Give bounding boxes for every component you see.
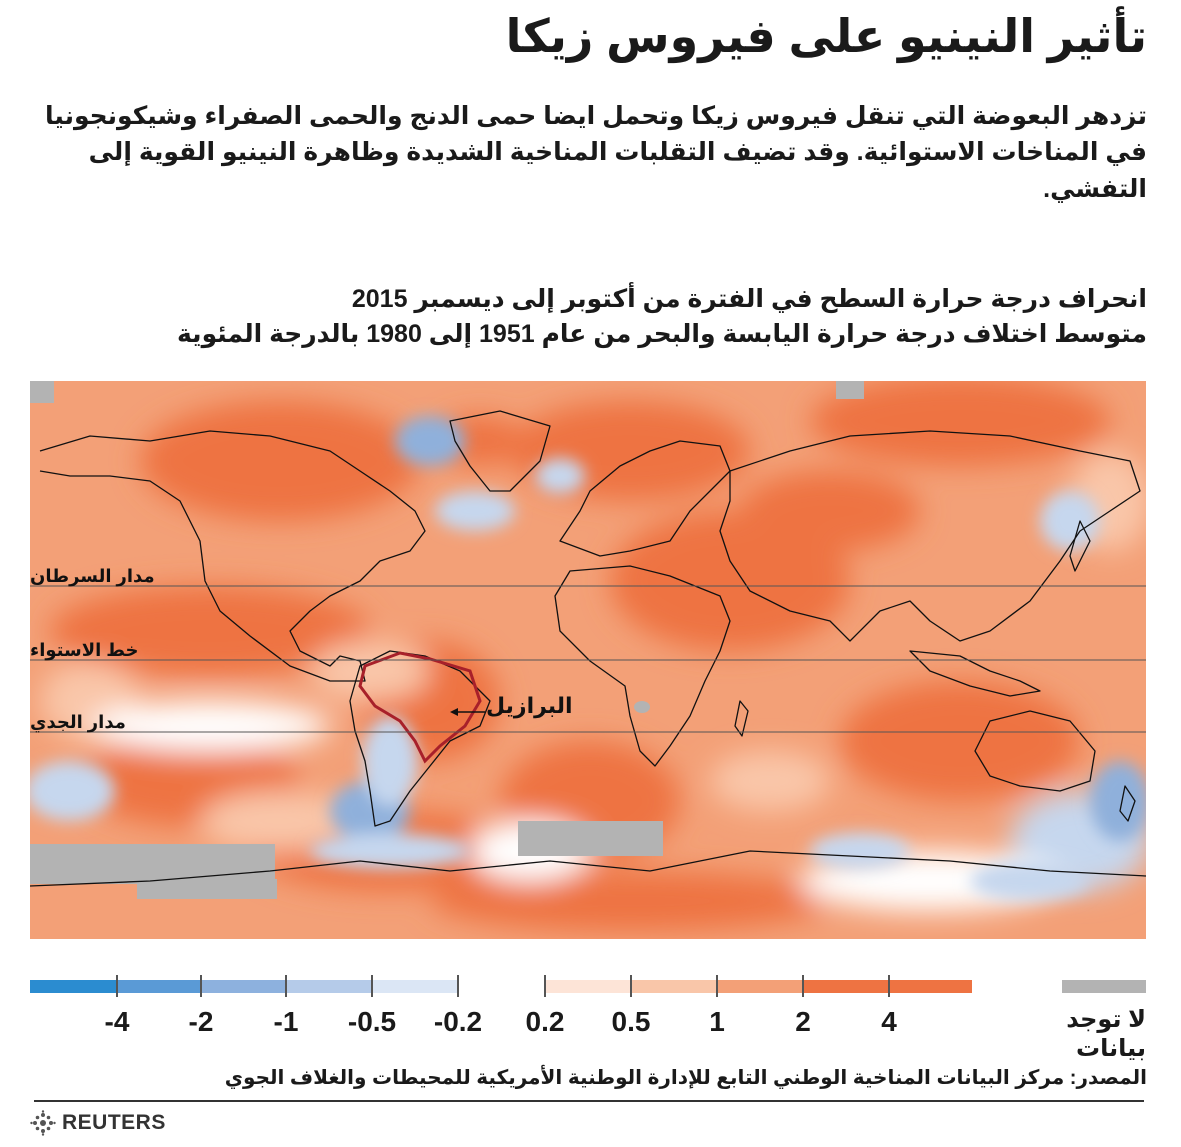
legend-tick-label: 0.2 bbox=[525, 1006, 565, 1037]
legend-tick bbox=[716, 975, 718, 997]
legend-tick bbox=[200, 975, 202, 997]
legend-tick bbox=[285, 975, 287, 997]
legend-tick-label: -0.5 bbox=[347, 1006, 397, 1037]
legend-swatch bbox=[545, 980, 631, 993]
legend-tick-label: -2 bbox=[188, 1006, 214, 1037]
coastlines bbox=[30, 410, 1146, 887]
legend-swatch bbox=[717, 980, 803, 993]
brazil-outline bbox=[358, 651, 482, 764]
reuters-dots-icon bbox=[30, 1110, 56, 1136]
tropic-cancer-label: مدار السرطان bbox=[30, 566, 155, 586]
legend-swatch bbox=[286, 980, 372, 993]
map-headline-line2: متوسط اختلاف درجة حرارة اليابسة والبحر م… bbox=[177, 320, 1147, 348]
no-data-swatch bbox=[1062, 980, 1146, 993]
legend-tick-label: 0.5 bbox=[611, 1006, 651, 1037]
legend-swatch bbox=[117, 980, 201, 993]
legend-tick bbox=[544, 975, 546, 997]
legend-swatch bbox=[30, 980, 117, 993]
no-data-label: لا توجد بيانات bbox=[1066, 1006, 1146, 1062]
legend-swatch bbox=[889, 980, 972, 993]
no-data-areas bbox=[30, 381, 864, 899]
legend-tick bbox=[630, 975, 632, 997]
legend-tick-label: 2 bbox=[795, 1006, 811, 1037]
footer-divider bbox=[34, 1100, 1144, 1102]
legend-tick bbox=[888, 975, 890, 997]
legend-swatch bbox=[803, 980, 889, 993]
legend-tick bbox=[116, 975, 118, 997]
tropic-capricorn-label: مدار الجدي bbox=[30, 712, 126, 732]
legend-tick bbox=[371, 975, 373, 997]
legend-swatch bbox=[372, 980, 458, 993]
legend-tick bbox=[457, 975, 459, 997]
reuters-logo: REUTERS bbox=[30, 1108, 166, 1138]
legend-swatch bbox=[631, 980, 717, 993]
legend-tick-label: -1 bbox=[273, 1006, 299, 1037]
brand-name: REUTERS bbox=[62, 1111, 166, 1134]
source-note: المصدر: مركز البيانات المناخية الوطني ال… bbox=[224, 1067, 1147, 1089]
map-headline: انحراف درجة حرارة السطح في الفترة من أكت… bbox=[37, 282, 1147, 352]
page-title: تأثير النينيو على فيروس زيكا bbox=[505, 10, 1147, 62]
legend-tick-label: -4 bbox=[104, 1006, 130, 1037]
intro-text: تزدهر البعوضة التي تنقل فيروس زيكا وتحمل… bbox=[44, 102, 1147, 203]
legend-swatch bbox=[201, 980, 286, 993]
legend-tick-label: 1 bbox=[709, 1006, 725, 1037]
cool-anomalies bbox=[30, 416, 1146, 901]
brazil-label: البرازيل bbox=[486, 693, 573, 718]
equator-label: خط الاستواء bbox=[30, 640, 139, 660]
map-svg bbox=[30, 381, 1146, 939]
legend-tick-label: 4 bbox=[881, 1006, 897, 1037]
color-legend: -4 -2 -1 -0.5 -0.2 0.2 0.5 1 2 4 لا توجد بيانات bbox=[0, 970, 1181, 1062]
legend-tick-label: -0.2 bbox=[433, 1006, 483, 1037]
map-headline-line1: انحراف درجة حرارة السطح في الفترة من أكت… bbox=[351, 285, 1147, 313]
temperature-anomaly-map bbox=[30, 381, 1146, 939]
legend-tick bbox=[802, 975, 804, 997]
brazil-pointer-arrow bbox=[450, 708, 458, 716]
